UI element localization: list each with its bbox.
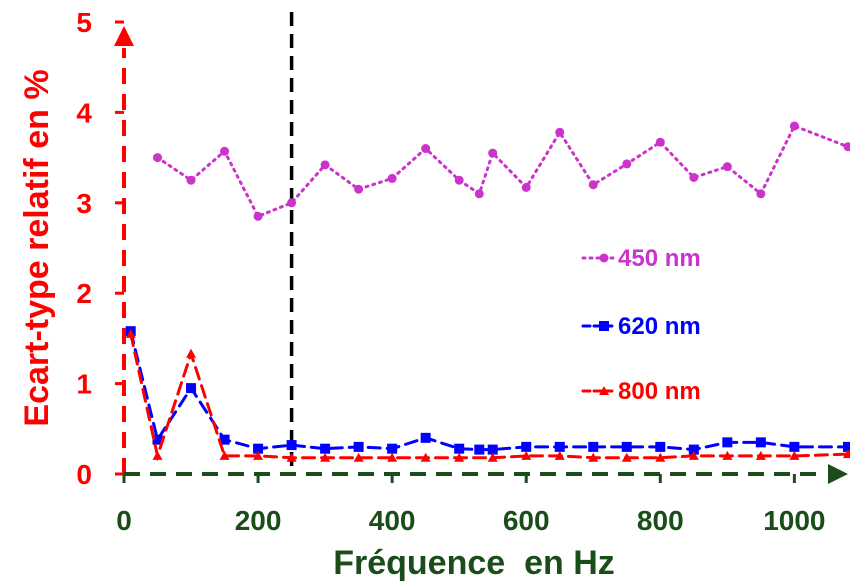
- data-point-450-nm: [387, 173, 397, 183]
- data-point-800-nm: [688, 450, 699, 460]
- data-point-620-nm: [253, 443, 264, 454]
- data-point-800-nm: [521, 450, 532, 460]
- x-axis-arrow: [828, 464, 848, 484]
- data-point-450-nm: [555, 127, 565, 137]
- y-tick-label: 5: [76, 7, 92, 38]
- data-point-620-nm: [320, 443, 331, 454]
- data-point-800-nm: [755, 450, 766, 460]
- legend-marker: [599, 386, 609, 395]
- data-point-620-nm: [722, 437, 733, 448]
- data-point-620-nm: [286, 440, 297, 451]
- data-point-620-nm: [420, 432, 431, 443]
- data-point-450-nm: [722, 162, 732, 172]
- data-point-620-nm: [219, 434, 230, 445]
- legend-marker: [599, 321, 609, 331]
- legend-label: 800 nm: [618, 378, 701, 405]
- series-line-620-nm: [129, 329, 850, 452]
- data-point-800-nm: [454, 452, 465, 462]
- data-point-450-nm: [220, 146, 230, 156]
- data-point-450-nm: [186, 175, 196, 185]
- data-point-450-nm: [320, 160, 330, 170]
- data-point-620-nm: [474, 444, 485, 455]
- data-point-450-nm: [843, 142, 850, 152]
- data-point-450-nm: [655, 137, 665, 147]
- data-point-620-nm: [688, 444, 699, 455]
- data-point-800-nm: [152, 450, 163, 460]
- series-line-800-nm: [129, 332, 850, 462]
- x-tick-label: 800: [637, 505, 684, 536]
- data-point-800-nm: [125, 328, 136, 338]
- data-point-450-nm: [474, 189, 484, 199]
- x-tick-label: 200: [235, 505, 282, 536]
- y-tick-label: 2: [76, 278, 92, 309]
- y-tick-label: 1: [76, 369, 92, 400]
- x-tick-label: 1000: [763, 505, 825, 536]
- data-point-800-nm: [789, 450, 800, 460]
- y-tick-label: 0: [76, 459, 92, 490]
- x-axis-title: Fréquence en Hz: [333, 544, 615, 582]
- data-point-450-nm: [756, 189, 766, 199]
- data-point-450-nm: [689, 172, 699, 182]
- data-point-620-nm: [152, 434, 163, 445]
- data-point-450-nm: [287, 198, 297, 208]
- data-point-620-nm: [554, 441, 565, 452]
- plot-area: 0 1 2 3 4 5 0 200 400 600 800 1000 450 nm 620 nm 800 n…: [76, 7, 850, 536]
- x-tick-label: 0: [116, 505, 132, 536]
- y-tick-label: 4: [76, 97, 92, 128]
- legend-label: 620 nm: [618, 313, 701, 340]
- data-point-620-nm: [353, 441, 364, 452]
- data-point-800-nm: [286, 452, 297, 462]
- data-point-800-nm: [219, 450, 230, 460]
- data-point-620-nm: [487, 444, 498, 455]
- data-point-620-nm: [521, 441, 532, 452]
- data-point-450-nm: [622, 159, 632, 169]
- legend-marker: [599, 253, 609, 263]
- data-point-620-nm: [843, 441, 850, 452]
- x-tick-label: 400: [369, 505, 416, 536]
- data-point-800-nm: [588, 452, 599, 462]
- data-point-800-nm: [621, 452, 632, 462]
- data-point-800-nm: [186, 348, 197, 358]
- data-point-620-nm: [755, 437, 766, 448]
- data-point-620-nm: [186, 383, 197, 394]
- data-point-800-nm: [843, 449, 850, 459]
- data-point-450-nm: [521, 182, 531, 192]
- data-point-450-nm: [488, 148, 498, 158]
- data-point-450-nm: [354, 184, 364, 194]
- data-point-620-nm: [588, 441, 599, 452]
- data-point-450-nm: [454, 175, 464, 185]
- series-line-450-nm: [156, 124, 850, 219]
- data-point-620-nm: [621, 441, 632, 452]
- data-point-800-nm: [320, 452, 331, 462]
- data-point-800-nm: [554, 450, 565, 460]
- data-point-450-nm: [789, 121, 799, 131]
- legend-label: 450 nm: [618, 245, 701, 272]
- data-point-450-nm: [253, 211, 263, 221]
- data-point-800-nm: [655, 452, 666, 462]
- y-axis-title: Ecart-type relatif en %: [18, 69, 56, 426]
- data-point-800-nm: [253, 450, 264, 460]
- y-axis-arrow: [114, 26, 134, 46]
- data-point-800-nm: [387, 452, 398, 462]
- x-tick-label: 600: [503, 505, 550, 536]
- data-point-620-nm: [454, 443, 465, 454]
- data-point-620-nm: [655, 441, 666, 452]
- data-point-800-nm: [487, 452, 498, 462]
- data-point-620-nm: [387, 443, 398, 454]
- data-point-620-nm: [789, 441, 800, 452]
- data-point-800-nm: [722, 450, 733, 460]
- data-point-450-nm: [588, 180, 598, 190]
- data-point-800-nm: [353, 452, 364, 462]
- data-point-800-nm: [420, 452, 431, 462]
- data-point-450-nm: [421, 144, 431, 154]
- y-tick-label: 3: [76, 188, 92, 219]
- data-point-450-nm: [153, 153, 163, 163]
